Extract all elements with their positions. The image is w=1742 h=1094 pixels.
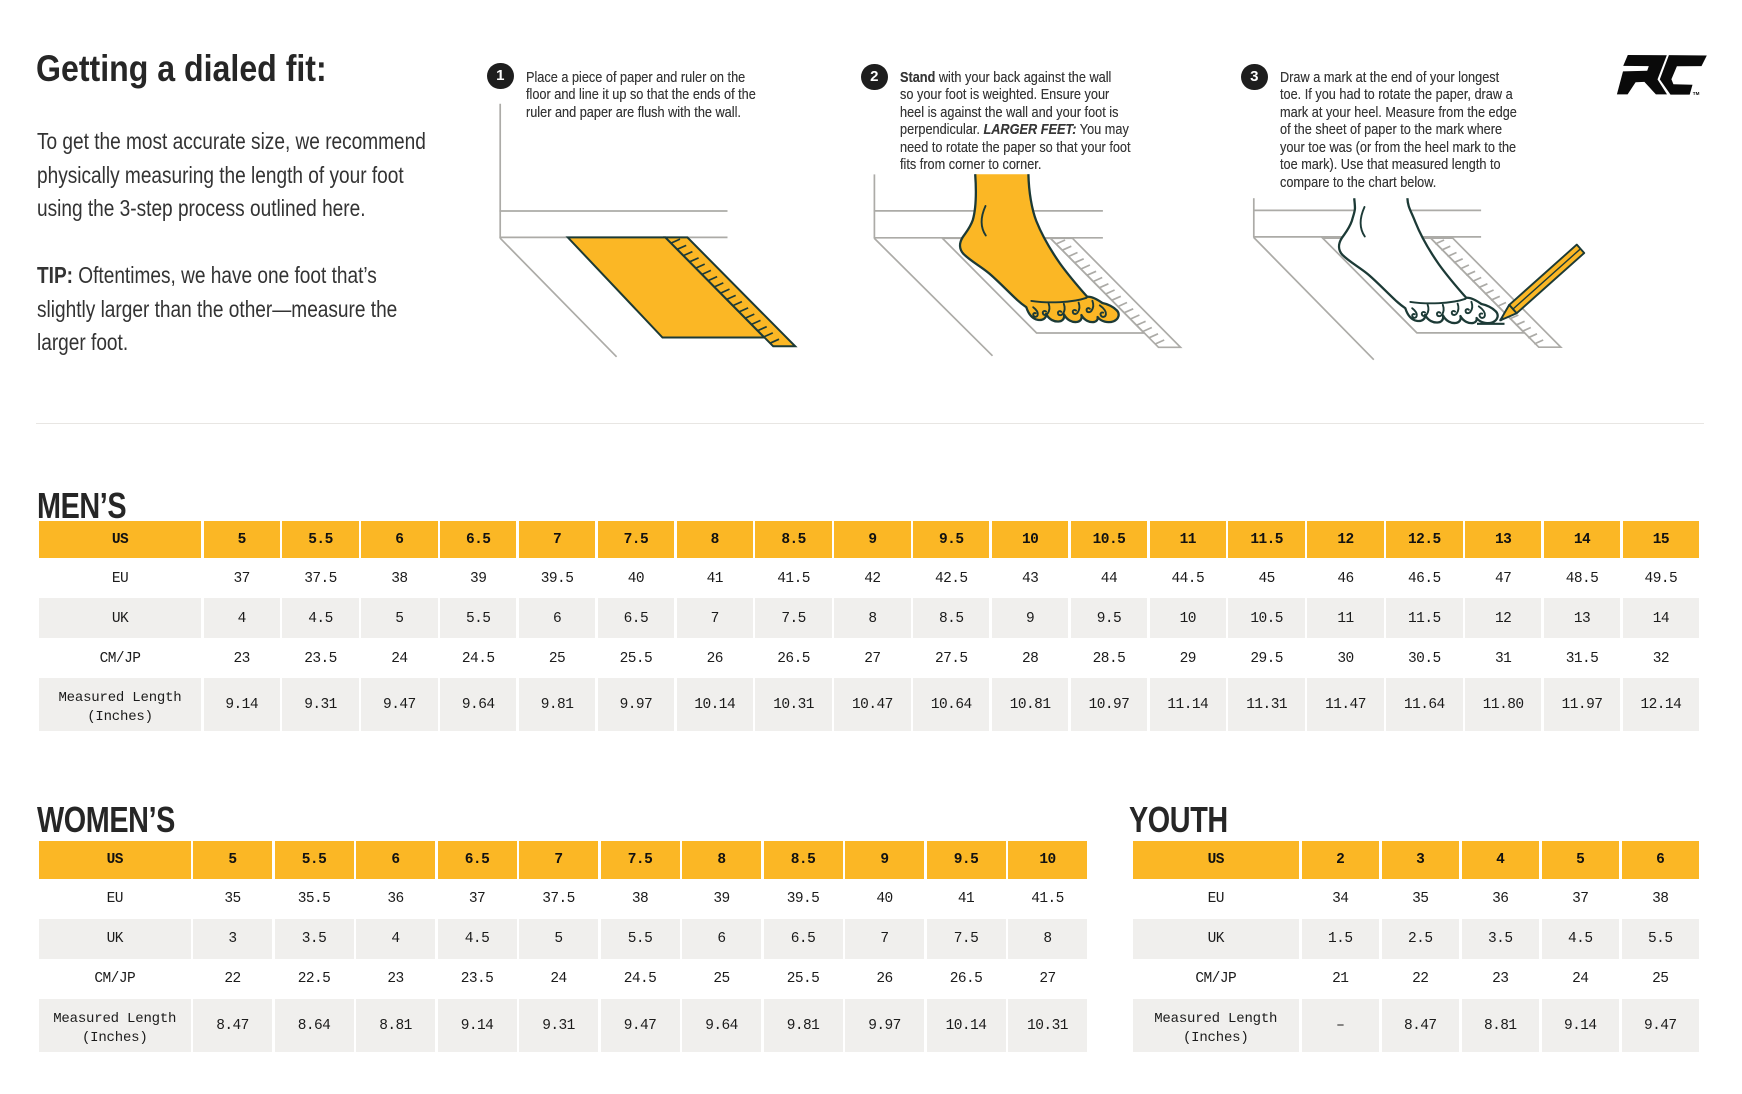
svg-text:TM: TM xyxy=(1693,91,1700,96)
